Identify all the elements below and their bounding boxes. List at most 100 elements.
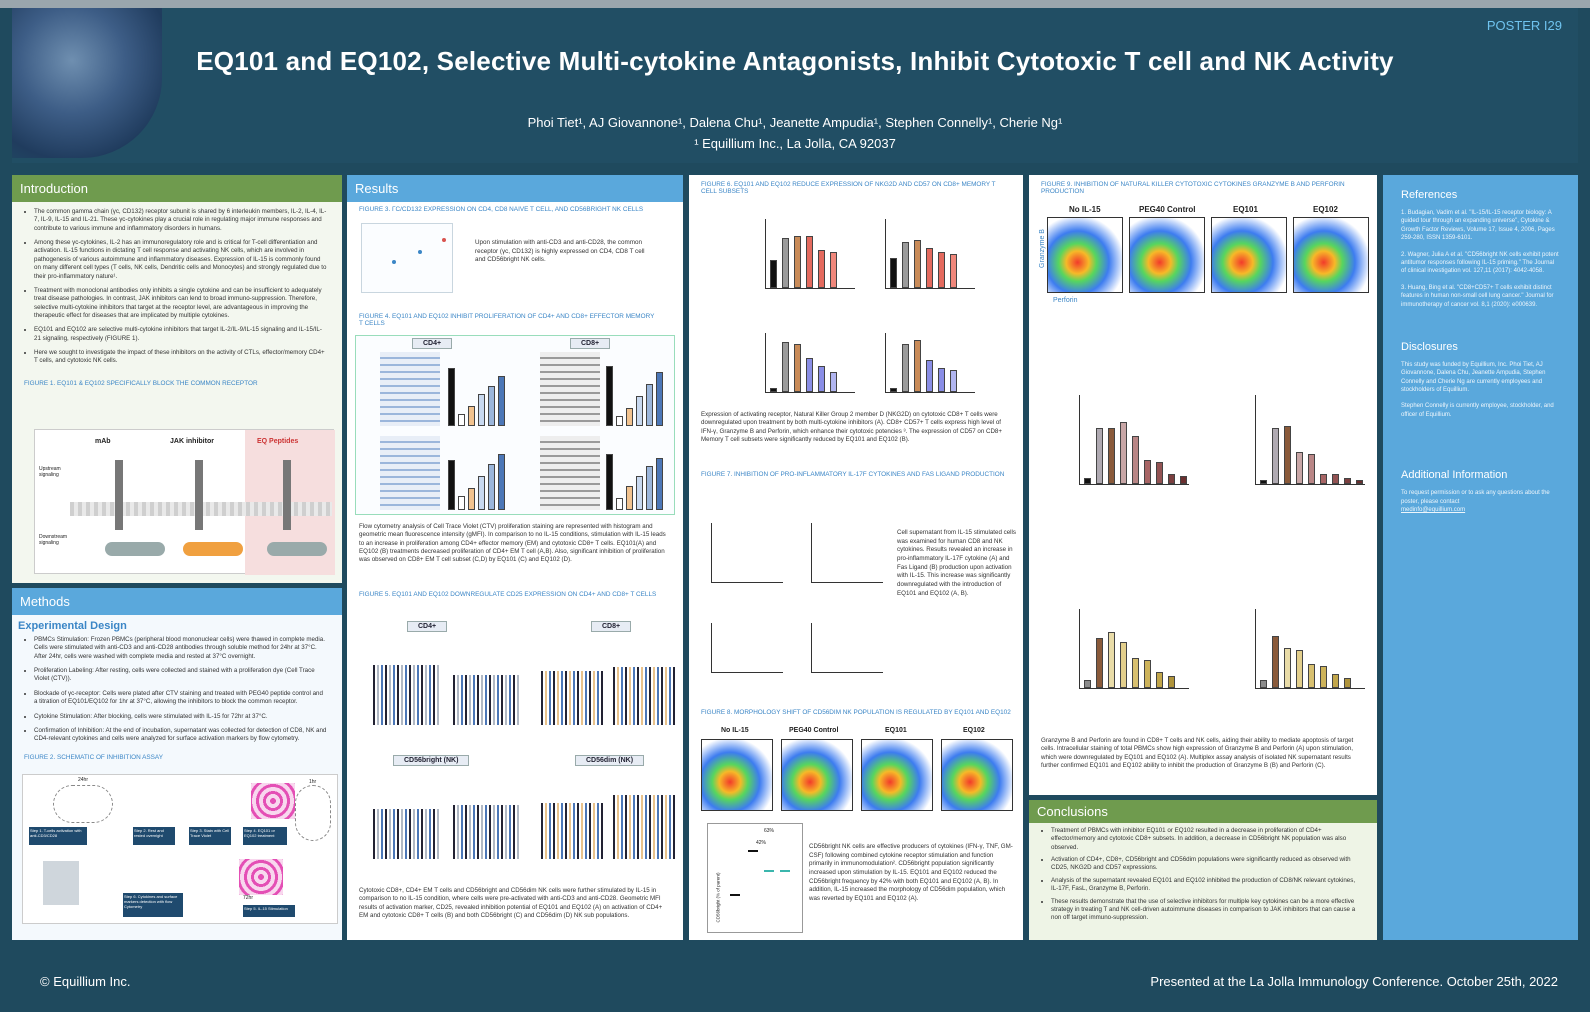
disclosures-text: This study was funded by Equillium, Inc.… xyxy=(1401,361,1546,394)
figure9-text: Granzyme B and Perforin are found in CD8… xyxy=(1041,737,1354,770)
downstream-label: Downstream signaling xyxy=(39,534,68,546)
bar xyxy=(468,406,475,426)
methods-bullet: Proliferation Labeling: After resting, c… xyxy=(34,667,328,684)
bar xyxy=(818,250,825,288)
time-24hr: 24hr xyxy=(78,777,89,783)
cd56-point xyxy=(442,238,446,242)
bar xyxy=(1260,680,1267,688)
bar xyxy=(1284,648,1291,688)
fig5-bottom-bars xyxy=(361,779,677,879)
bar xyxy=(1144,460,1151,484)
fig5-bar-group xyxy=(613,795,675,859)
step5-box: Step 5. IL-15 Stimulation xyxy=(243,905,295,917)
bar xyxy=(488,386,495,426)
figure2-caption: FIGURE 2. SCHEMATIC OF INHIBITION ASSAY xyxy=(24,753,163,761)
bar xyxy=(818,366,825,392)
bar xyxy=(1260,480,1267,484)
bar xyxy=(938,368,945,392)
poster-number: POSTER I29 xyxy=(1486,18,1562,33)
figure7-charts xyxy=(701,493,891,693)
poster-title: EQ101 and EQ102, Selective Multi-cytokin… xyxy=(196,46,1394,76)
intro-bullet: Among these γc-cytokines, IL-2 has an im… xyxy=(34,239,328,281)
figure8-b-chart: 63% 42% CD56bright (% of parent) xyxy=(707,823,803,933)
bar xyxy=(498,376,505,426)
bar xyxy=(806,236,813,288)
bar xyxy=(770,260,777,288)
cd4-point xyxy=(392,260,396,264)
figure3-text: Upon stimulation with anti-CD3 and anti-… xyxy=(475,239,645,263)
bar xyxy=(606,366,613,426)
plate-icon xyxy=(251,783,295,819)
figure4-panels: CD4+ CD8+ xyxy=(355,335,675,515)
reference-item: 1. Budagian, Vadim et al. "IL-15/IL-15 r… xyxy=(1401,210,1555,242)
methods-heading: Methods xyxy=(12,588,342,615)
bar xyxy=(448,460,455,510)
fig5-bar-group xyxy=(453,805,521,859)
figure8-caption: FIGURE 8. MORPHOLOGY SHIFT OF CD56DIM NK… xyxy=(701,709,1011,716)
bar xyxy=(926,360,933,392)
fig5-cd56dim-label: CD56dim (NK) xyxy=(575,755,645,766)
figure7-caption: FIGURE 7. INHIBITION OF PRO-INFLAMMATORY… xyxy=(701,471,1005,478)
mab-label: mAb xyxy=(95,438,111,445)
bar xyxy=(1332,474,1339,484)
bar xyxy=(1308,664,1315,688)
bar xyxy=(770,388,777,392)
histogram-stack-d xyxy=(540,436,600,510)
bar xyxy=(1272,428,1279,484)
fig6-chart xyxy=(885,333,975,393)
introduction-heading: Introduction xyxy=(12,175,342,202)
bar xyxy=(1320,666,1327,688)
contact-email-link[interactable]: medinfo@equillium.com xyxy=(1401,507,1466,514)
fig8-pct-42: 42% xyxy=(756,840,767,846)
time-72hr: 72hr xyxy=(243,895,254,901)
conclusions-panel: Conclusions Treatment of PBMCs with inhi… xyxy=(1029,800,1377,940)
bar xyxy=(1320,474,1327,484)
bar xyxy=(636,476,643,510)
copyright: © Equillium Inc. xyxy=(40,974,131,989)
fig8-pct-63: 63% xyxy=(764,828,775,834)
fig5-bar-group xyxy=(541,803,603,859)
perforin-chart-eq101 xyxy=(1079,609,1189,689)
step4-box: Step 4. EQ101 or EQ102 treatment xyxy=(243,827,287,845)
bar xyxy=(950,254,957,288)
flow-plot xyxy=(861,739,933,811)
conference-note: Presented at the La Jolla Immunology Con… xyxy=(1150,974,1558,989)
bar xyxy=(1168,474,1175,484)
time-1hr: 1hr xyxy=(309,779,317,785)
bar xyxy=(646,384,653,426)
fig5-bar-group xyxy=(541,671,603,725)
poster-footer: © Equillium Inc. Presented at the La Jol… xyxy=(0,952,1590,1012)
fig5-bar-group xyxy=(453,675,521,725)
bar xyxy=(926,248,933,288)
fig9-xaxis: Perforin xyxy=(1053,297,1078,304)
activation-cells-circle xyxy=(53,785,113,823)
histogram-stack-a xyxy=(380,352,440,426)
fig8-point xyxy=(764,870,774,872)
fig9-label-eq102: EQ102 xyxy=(1313,205,1338,214)
conclusion-bullet: Activation of CD4+, CD8+, CD56bright and… xyxy=(1051,856,1363,873)
bar xyxy=(890,258,897,288)
fig4-bars-d xyxy=(606,440,668,510)
upstream-label: Upstream signaling xyxy=(39,466,61,478)
step6-box: Step 6. Cytokines and surface markers de… xyxy=(123,893,183,917)
flow-plot xyxy=(1047,217,1123,293)
receptor-jak xyxy=(195,460,203,530)
disclosures-heading: Disclosures xyxy=(1401,340,1458,353)
figure2-schematic: Step 1. T-cells activation with anti-CD3… xyxy=(22,774,338,924)
bar xyxy=(794,344,801,392)
reference-item: 2. Wagner, Julia A et al. "CD56bright NK… xyxy=(1401,251,1559,275)
fig7-dotplot xyxy=(711,523,783,583)
bar xyxy=(616,498,623,510)
conclusions-heading: Conclusions xyxy=(1029,800,1377,823)
reference-item: 3. Huang, Bing et al. "CD8+CD57+ T cells… xyxy=(1401,284,1554,308)
fig5-top-bars xyxy=(361,645,677,745)
bar xyxy=(656,372,663,426)
bar xyxy=(1156,672,1163,688)
methods-bullet: Confirmation of Inhibition: At the end o… xyxy=(34,727,328,744)
figure9-granzyme-charts xyxy=(1049,335,1369,510)
signaling-nodes-jak xyxy=(183,542,243,556)
disclosures-section: Disclosures This study was funded by Equ… xyxy=(1383,317,1578,419)
flow-plot xyxy=(941,739,1013,811)
top-strip xyxy=(0,0,1590,8)
flow-plot xyxy=(1293,217,1369,293)
